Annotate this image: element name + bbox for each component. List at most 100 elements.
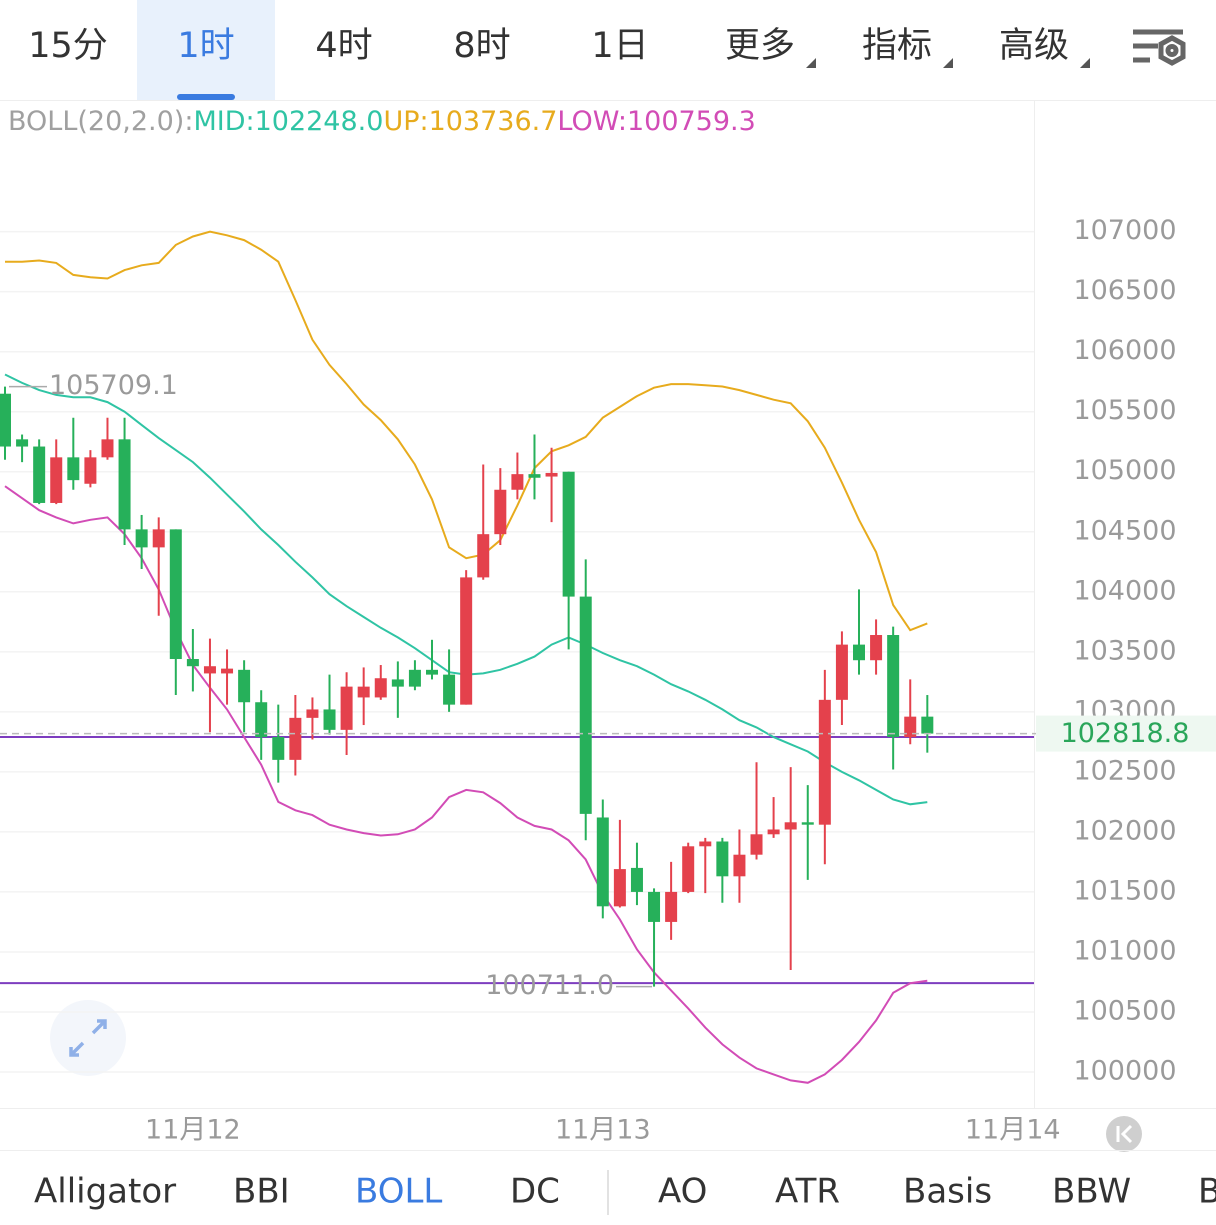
candle-body bbox=[238, 669, 251, 703]
chart: BOLL(20,2.0):MID:102248.0UP:103736.7LOW:… bbox=[0, 101, 1216, 1152]
indicator-bar: Alligator BBI BOLL DC AO ATR Basis BBW B bbox=[0, 1150, 1216, 1215]
candle-body bbox=[818, 699, 831, 825]
indicator-tab[interactable]: BBI bbox=[233, 1172, 290, 1212]
y-tick-label: 106500 bbox=[1073, 275, 1176, 306]
indicator-tab[interactable]: Alligator bbox=[34, 1172, 176, 1212]
candle-body bbox=[528, 474, 541, 478]
candle-body bbox=[357, 686, 370, 698]
candle-body bbox=[33, 446, 46, 503]
y-tick-label: 104000 bbox=[1073, 575, 1176, 606]
candle-body bbox=[904, 716, 917, 738]
candle-body bbox=[870, 635, 883, 661]
expand-button[interactable] bbox=[50, 1000, 126, 1076]
settings-icon[interactable] bbox=[1133, 29, 1186, 66]
candle-body bbox=[408, 669, 421, 687]
candle-body bbox=[50, 457, 63, 503]
menu-tab[interactable]: 更多 bbox=[725, 26, 795, 66]
candle-body bbox=[0, 393, 11, 447]
candle-body bbox=[221, 668, 234, 674]
candle-body bbox=[460, 577, 473, 705]
candle-body bbox=[887, 635, 900, 738]
icon-gear bbox=[1158, 35, 1186, 66]
candle-body bbox=[630, 867, 643, 892]
candle-body bbox=[801, 822, 814, 825]
candle-body bbox=[648, 891, 661, 922]
menu-tab[interactable]: 高级 bbox=[999, 26, 1069, 66]
y-tick-label: 106000 bbox=[1073, 335, 1176, 366]
period-tab[interactable]: 8时 bbox=[453, 26, 510, 66]
candle-body bbox=[494, 489, 507, 535]
menu-arrow bbox=[943, 58, 953, 68]
indicator-readout: BOLL(20,2.0):MID:102248.0UP:103736.7LOW:… bbox=[8, 106, 756, 137]
x-tick-label: 11月13 bbox=[555, 1115, 651, 1146]
indicator-tab[interactable]: Basis bbox=[903, 1172, 992, 1212]
latest-icon bbox=[1116, 1124, 1133, 1144]
candle-body bbox=[255, 702, 268, 738]
candle-body bbox=[391, 679, 404, 687]
candle-body bbox=[84, 457, 97, 484]
readout-name: MID: bbox=[193, 106, 254, 137]
y-tick-label: 107000 bbox=[1073, 215, 1176, 246]
readout-name: LOW: bbox=[557, 106, 627, 137]
candle-body bbox=[716, 841, 729, 877]
indicator-name: BOLL(20,2.0): bbox=[8, 106, 193, 137]
icon-gear-hole bbox=[1165, 44, 1179, 57]
current-price-tag bbox=[1036, 715, 1216, 752]
button-bg bbox=[50, 1000, 126, 1076]
readout-name: UP: bbox=[383, 106, 428, 137]
candle-body bbox=[323, 709, 336, 730]
indicator-tab[interactable]: BBW bbox=[1052, 1172, 1131, 1212]
candle-body bbox=[853, 644, 865, 661]
candle-body bbox=[306, 709, 319, 718]
candle-body bbox=[835, 644, 848, 700]
candle-body bbox=[699, 841, 712, 847]
y-tick-label: 102500 bbox=[1073, 755, 1176, 786]
candle-body bbox=[477, 534, 490, 578]
candle-body bbox=[152, 529, 165, 548]
max-marker-label: 105709.1 bbox=[49, 370, 178, 401]
candle-body bbox=[596, 817, 609, 907]
candle-body bbox=[562, 471, 575, 597]
indicator-tab[interactable]: AO bbox=[658, 1172, 707, 1212]
period-tab[interactable]: 4时 bbox=[315, 26, 372, 66]
y-tick-label: 104500 bbox=[1073, 515, 1176, 546]
candle-body bbox=[16, 439, 29, 447]
x-tick-label: 11月14 bbox=[965, 1115, 1061, 1146]
indicator-tab[interactable]: BOLL bbox=[355, 1172, 442, 1212]
candle-body bbox=[579, 596, 592, 814]
candle-body bbox=[374, 678, 387, 698]
current-price-label: 102818.8 bbox=[1061, 718, 1190, 749]
scroll-latest-button[interactable] bbox=[1106, 1116, 1142, 1152]
candle-body bbox=[665, 891, 678, 922]
indicator-tab[interactable]: DC bbox=[510, 1172, 560, 1212]
y-tick-label: 103500 bbox=[1073, 635, 1176, 666]
indicator-tab[interactable]: B bbox=[1198, 1172, 1216, 1212]
indicator-tab[interactable]: ATR bbox=[775, 1172, 840, 1212]
plot-area bbox=[0, 230, 1034, 1084]
y-tick-label: 101000 bbox=[1073, 935, 1176, 966]
candle-body bbox=[67, 457, 80, 481]
menu-arrow bbox=[1080, 58, 1090, 68]
candle-body bbox=[733, 854, 746, 877]
period-tab[interactable]: 1日 bbox=[591, 26, 648, 66]
candle-body bbox=[118, 439, 131, 530]
candle-body bbox=[169, 529, 182, 660]
period-tab[interactable]: 1时 bbox=[177, 26, 234, 66]
candle-body bbox=[613, 869, 626, 907]
menu-tab[interactable]: 指标 bbox=[862, 26, 932, 66]
expand-icon bbox=[69, 1019, 107, 1057]
candle-body bbox=[340, 686, 353, 730]
candle-body bbox=[135, 529, 148, 548]
readout-value: 102248.0 bbox=[255, 106, 384, 137]
readout-value: 100759.3 bbox=[627, 106, 756, 137]
readout-value: 103736.7 bbox=[429, 106, 558, 137]
candle-body bbox=[511, 474, 524, 490]
x-tick-label: 11月12 bbox=[145, 1115, 241, 1146]
selected-tab-indicator bbox=[177, 94, 235, 100]
candle-body bbox=[101, 439, 114, 458]
y-tick-label: 105500 bbox=[1073, 395, 1176, 426]
candle-body bbox=[750, 834, 763, 855]
y-tick-label: 105000 bbox=[1073, 455, 1176, 486]
period-tab[interactable]: 15分 bbox=[28, 26, 108, 66]
candle-body bbox=[545, 472, 558, 477]
